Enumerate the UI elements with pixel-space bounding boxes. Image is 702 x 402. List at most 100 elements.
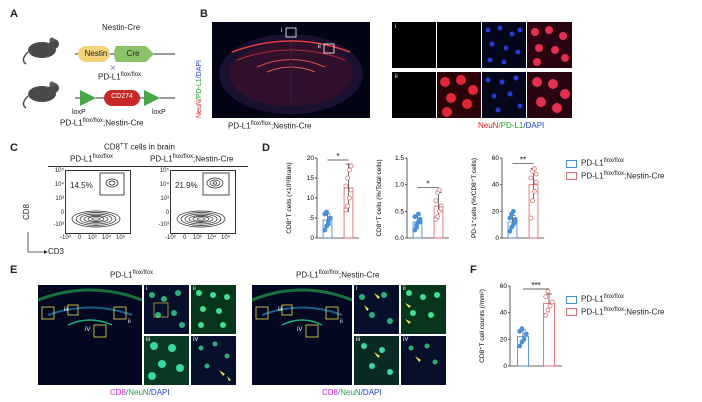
y-tick-label: 15 <box>307 175 315 182</box>
panel-e-group2: PD-L1flox/flox;Nestin-Cre <box>296 270 380 280</box>
y-axis-label: CD8⁺T cell counts (/mm²) <box>479 289 486 363</box>
flow-plot-2: 21.9% <box>170 170 236 234</box>
zoom-i-green <box>437 22 481 68</box>
data-point <box>433 198 439 204</box>
flow-y-ticks-1: 10⁵ 10⁴ 10³ 0 -10³ <box>53 168 64 228</box>
mouse-icon <box>22 37 59 65</box>
y-tick-label: 1.5 <box>395 155 404 162</box>
data-point <box>346 195 352 201</box>
nestin-box <box>78 46 110 62</box>
y-tick-label: 20 <box>307 155 315 162</box>
data-point <box>549 299 555 305</box>
legend-item-control: PD-L1flox/flox <box>566 158 664 168</box>
panel-label-d: D <box>262 142 270 154</box>
data-point <box>530 198 536 204</box>
y-tick-label: 10 <box>307 195 315 202</box>
y-tick-label: 0 <box>495 235 499 242</box>
data-point <box>507 228 513 234</box>
y-tick-label: 5 <box>310 215 314 222</box>
panel-b-caption: PD-L1flox/flox;Nestin-Cre <box>228 121 312 131</box>
brain-section-image: i ii <box>212 22 370 118</box>
chart-d1: CD8⁺T cells (×10³/Brain) 0 5 10 15 20 * <box>286 152 359 242</box>
e-zoom-label-iii: iii <box>146 337 150 343</box>
e-zoom-knockout: i ii iii iV <box>354 285 446 385</box>
y-tick-label: 0.0 <box>395 235 404 242</box>
data-point <box>348 163 354 169</box>
panel-b-zoom-grid: i ii <box>392 22 572 118</box>
data-point <box>327 215 333 221</box>
zoom-i-blue <box>482 22 526 68</box>
chart-d2: CD8⁺T cells (%/Total cells) 0.0 0.5 1.0 1.5 * <box>376 155 449 242</box>
gate-percent-1: 14.5% <box>70 181 93 190</box>
e-zoom-i <box>144 285 189 334</box>
flow-y-ticks-2: 10⁵ 10⁴ 10³ 0 -10³ <box>158 168 169 228</box>
panel-label-a: A <box>10 8 18 20</box>
zoom-ii-blue <box>482 72 526 118</box>
data-point <box>517 343 523 349</box>
legend-swatch-red <box>566 308 577 317</box>
flow-x-axis-label: CD3 <box>48 247 65 256</box>
zoom-label-ii: ii <box>395 74 398 80</box>
panel-b-zoom-legend: NeuN/PD-L1/DAPI <box>478 121 545 130</box>
e2-zoom-label-iii: iii <box>356 337 360 343</box>
loxp-right-icon <box>144 90 160 106</box>
data-point <box>346 167 352 173</box>
e-zoom-label-i: i <box>146 286 148 292</box>
panel-e-stain-right: CD8/NeuN/DAPI <box>322 388 382 397</box>
chart-f: CD8⁺T cell counts (/mm²) 0 20 40 60 *** <box>479 281 562 370</box>
flow-x-ticks-2: -10³ 0 10³ 10⁴ 10⁵ <box>165 235 231 241</box>
roi-label-i: i <box>281 28 283 34</box>
data-point <box>507 215 513 221</box>
gate-box <box>202 172 230 196</box>
legend-item-knockout: PD-L1flox/flox;Nestin-Cre <box>566 171 664 180</box>
significance-label: *** <box>531 281 540 290</box>
data-point <box>512 216 518 222</box>
panel-c-divider <box>48 164 248 167</box>
chart-d3: PD-1⁺cells (%/CD8⁺T cells) 0 20 40 60 ** <box>471 155 544 242</box>
panel-label-f: F <box>470 264 477 276</box>
flow-y-axis-label: CD8 <box>22 203 31 220</box>
panel-label-e: E <box>10 264 18 276</box>
significance-label: * <box>426 180 429 189</box>
data-point <box>523 331 529 337</box>
e2-zoom-label-i: i <box>356 286 358 292</box>
axis-arrows-icon <box>27 232 48 254</box>
data-point <box>545 288 551 294</box>
data-point <box>414 222 420 228</box>
e2-zoom-label-ii: ii <box>403 286 406 292</box>
y-tick-label: 40 <box>492 182 500 189</box>
e-zoom-label-iv: iV <box>193 337 199 343</box>
data-point <box>343 183 349 189</box>
panel-b-stain-label: NeuN/PD-L1/DAPI <box>196 60 203 118</box>
gate-box <box>99 172 125 196</box>
cd274-box <box>104 90 140 106</box>
data-point <box>435 214 441 220</box>
cre-label: Cre <box>126 49 140 58</box>
panel-c-group1: PD-L1flox/flox <box>70 154 114 164</box>
data-point <box>438 206 444 212</box>
legend-f: PD-L1flox/flox PD-L1flox/flox;Nestin-Cre <box>566 294 664 316</box>
data-point <box>533 179 539 185</box>
e-brain-knockout: iii ii iV <box>252 285 352 385</box>
panel-a: Nestin-Cre Nestin Cre × PD-L1flox/flox C… <box>20 18 190 128</box>
data-point <box>545 307 551 313</box>
data-point <box>436 187 442 193</box>
e-roi-iv: iV <box>85 327 91 333</box>
roi-box-ii <box>323 43 335 54</box>
legend-item-knockout: PD-L1flox/flox;Nestin-Cre <box>566 307 664 317</box>
flow-plot-1: 14.5% <box>65 170 131 234</box>
data-point <box>533 171 539 177</box>
data-point <box>325 221 331 227</box>
loxp-right-label: loxP <box>152 109 166 116</box>
genotype-label: PD-L1flox/flox;Nestin-Cre <box>60 118 144 128</box>
legend-swatch-blue <box>566 295 577 304</box>
loxp-left-icon <box>80 90 96 106</box>
cre-box <box>114 46 154 62</box>
zoom-ii-merge <box>527 72 572 118</box>
e2-roi-iv: iV <box>297 327 303 333</box>
data-point <box>519 326 525 332</box>
e2-zoom-i <box>354 285 399 334</box>
e-zoom-control: i ii iii iV <box>144 285 236 385</box>
e2-zoom-label-iv: iV <box>403 337 409 343</box>
significance-label: * <box>336 152 339 161</box>
